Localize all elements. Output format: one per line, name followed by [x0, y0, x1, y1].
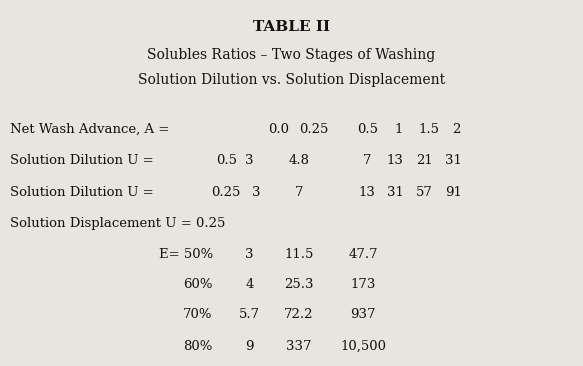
Text: 3: 3 — [252, 186, 261, 199]
Text: 31: 31 — [387, 186, 403, 199]
Text: 3: 3 — [245, 154, 254, 168]
Text: 0.5: 0.5 — [357, 123, 378, 136]
Text: 4: 4 — [245, 278, 254, 291]
Text: Solution Dilution U =: Solution Dilution U = — [10, 154, 154, 168]
Text: 25.3: 25.3 — [285, 278, 314, 291]
Text: 13: 13 — [387, 154, 403, 168]
Text: 47.7: 47.7 — [349, 248, 378, 261]
Text: Solution Displacement U = 0.25: Solution Displacement U = 0.25 — [10, 217, 226, 231]
Text: Solubles Ratios – Two Stages of Washing: Solubles Ratios – Two Stages of Washing — [147, 48, 436, 61]
Text: 937: 937 — [350, 308, 376, 321]
Text: 21: 21 — [416, 154, 433, 168]
Text: 10,500: 10,500 — [340, 340, 386, 353]
Text: 3: 3 — [245, 248, 254, 261]
Text: Solution Dilution U =: Solution Dilution U = — [10, 186, 154, 199]
Text: 0.25: 0.25 — [299, 123, 328, 136]
Text: 2: 2 — [452, 123, 460, 136]
Text: 0.5: 0.5 — [216, 154, 237, 168]
Text: 72.2: 72.2 — [285, 308, 314, 321]
Text: 5.7: 5.7 — [239, 308, 260, 321]
Text: 13: 13 — [359, 186, 375, 199]
Text: 337: 337 — [286, 340, 312, 353]
Text: 1.5: 1.5 — [418, 123, 439, 136]
Text: 0.25: 0.25 — [212, 186, 241, 199]
Text: 9: 9 — [245, 340, 254, 353]
Text: Solution Dilution vs. Solution Displacement: Solution Dilution vs. Solution Displacem… — [138, 73, 445, 87]
Text: Net Wash Advance, A =: Net Wash Advance, A = — [10, 123, 170, 136]
Text: 7: 7 — [295, 186, 303, 199]
Text: 4.8: 4.8 — [289, 154, 310, 168]
Text: 7: 7 — [363, 154, 371, 168]
Text: 173: 173 — [350, 278, 376, 291]
Text: 1: 1 — [394, 123, 402, 136]
Text: 80%: 80% — [184, 340, 213, 353]
Text: TABLE II: TABLE II — [253, 20, 330, 34]
Text: 60%: 60% — [183, 278, 213, 291]
Text: 91: 91 — [445, 186, 462, 199]
Text: 31: 31 — [445, 154, 462, 168]
Text: 57: 57 — [416, 186, 433, 199]
Text: 11.5: 11.5 — [285, 248, 314, 261]
Text: 0.0: 0.0 — [268, 123, 289, 136]
Text: 70%: 70% — [183, 308, 213, 321]
Text: E= 50%: E= 50% — [159, 248, 213, 261]
